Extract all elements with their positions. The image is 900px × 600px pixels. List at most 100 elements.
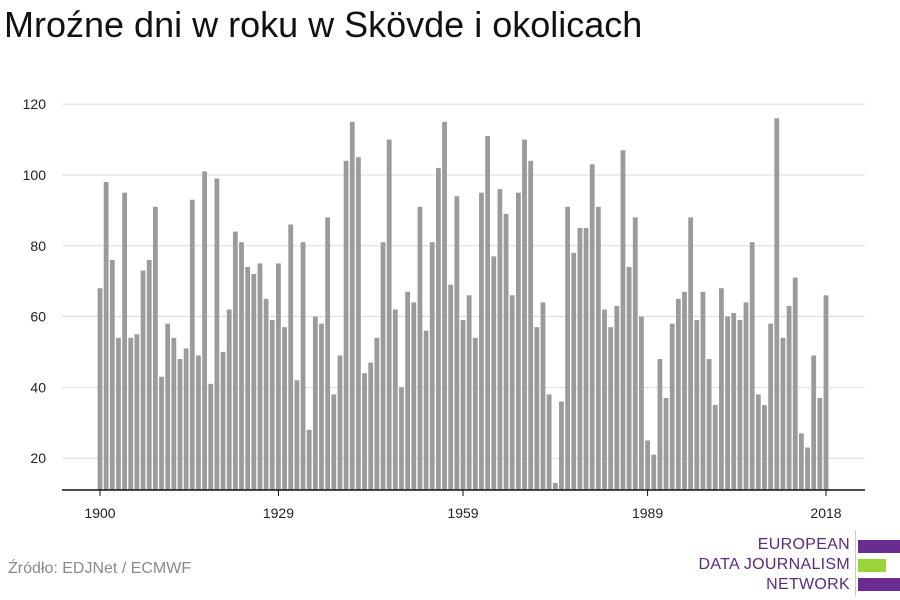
bar-1935 <box>312 316 318 490</box>
bar-1920 <box>220 351 226 490</box>
bar-1980 <box>589 164 595 490</box>
bar-1925 <box>251 274 257 490</box>
x-tick-label-1989: 1989 <box>632 505 663 520</box>
bar-1923 <box>239 242 244 490</box>
bar-1974 <box>552 482 558 490</box>
bar-1914 <box>183 348 189 490</box>
y-tick-label-120: 120 <box>23 96 47 112</box>
logo-text-line-2: DATA JOURNALISM <box>698 556 850 573</box>
logo-divider <box>855 530 856 596</box>
bar-1960 <box>466 295 472 490</box>
y-tick-label-100: 100 <box>23 167 47 183</box>
bar-1917 <box>202 171 207 490</box>
bar-1971 <box>534 327 540 490</box>
y-tick-label-60: 60 <box>30 309 46 325</box>
bar-1944 <box>368 362 374 490</box>
bar-1904 <box>122 192 128 491</box>
bar-1990 <box>651 454 657 490</box>
bar-1994 <box>675 298 681 490</box>
bar-2017 <box>817 397 823 490</box>
bar-1906 <box>134 334 140 490</box>
bar-1936 <box>319 323 324 490</box>
edjnet-logo: EUROPEAN DATA JOURNALISM NETWORK <box>698 528 900 600</box>
bar-1911 <box>165 323 171 490</box>
bar-2014 <box>798 433 804 490</box>
bar-1986 <box>626 266 632 490</box>
bar-1984 <box>614 305 620 490</box>
bar-2005 <box>743 302 749 490</box>
bar-1988 <box>639 316 644 490</box>
bar-1932 <box>294 380 300 490</box>
bar-1910 <box>159 376 164 490</box>
bar-1972 <box>540 302 546 490</box>
bar-1999 <box>706 359 712 490</box>
bar-1961 <box>472 337 478 490</box>
bar-1953 <box>423 330 429 490</box>
bar-1997 <box>694 320 700 490</box>
bar-1949 <box>399 387 404 490</box>
bar-1938 <box>331 394 337 490</box>
bar-2003 <box>731 313 737 490</box>
bar-1947 <box>386 139 392 490</box>
bar-1907 <box>140 270 146 490</box>
bar-2010 <box>774 118 780 491</box>
bar-1929 <box>276 263 281 490</box>
bar-2004 <box>737 320 743 490</box>
bar-2006 <box>749 242 755 490</box>
bar-1951 <box>411 302 417 490</box>
axes: 20 40 60 80 100 120 1900 1929 1959 1989 2018 <box>23 96 865 520</box>
logo-bar-purple-top <box>858 540 900 553</box>
bar-1973 <box>546 394 552 490</box>
bar-1928 <box>269 320 275 490</box>
bar-1989 <box>645 440 650 490</box>
logo-bar-green <box>858 559 886 572</box>
bar-1948 <box>392 309 398 490</box>
bar-1908 <box>146 259 152 490</box>
bar-1926 <box>257 263 263 490</box>
bar-1946 <box>380 242 386 490</box>
bar-1922 <box>232 231 238 490</box>
bar-1955 <box>435 167 441 490</box>
bar-1933 <box>300 242 306 490</box>
bar-1905 <box>128 337 134 490</box>
bar-1900 <box>97 288 103 490</box>
bar-1927 <box>263 298 269 490</box>
bar-1950 <box>405 291 411 490</box>
y-tick-label-40: 40 <box>30 379 46 395</box>
x-tick-label-2018: 2018 <box>810 505 841 520</box>
bar-2008 <box>762 405 767 490</box>
bar-2000 <box>712 405 718 490</box>
bar-1956 <box>442 121 447 491</box>
bar-1963 <box>485 136 491 490</box>
chart-title: Mroźne dni w roku w Skövde i okolicach <box>4 4 643 45</box>
bar-1945 <box>374 337 380 490</box>
bar-1970 <box>528 160 534 491</box>
bar-1977 <box>571 252 577 490</box>
bar-1976 <box>565 206 570 491</box>
bar-1958 <box>454 196 460 490</box>
logo-bar-purple-bottom <box>858 578 900 591</box>
bar-1991 <box>657 359 663 490</box>
bar-1909 <box>152 206 158 491</box>
bar-1921 <box>226 309 232 490</box>
bar-1985 <box>620 150 626 490</box>
bar-chart: 20 40 60 80 100 120 1900 1929 1959 1989 2018 <box>23 96 865 520</box>
bar-1996 <box>688 217 694 490</box>
bar-1939 <box>337 355 343 490</box>
bar-1924 <box>245 266 251 490</box>
bar-1943 <box>362 373 367 490</box>
y-tick-label-80: 80 <box>30 238 46 254</box>
bar-1975 <box>559 401 564 490</box>
bar-1954 <box>429 242 435 490</box>
bar-1912 <box>171 337 177 490</box>
bar-2016 <box>811 355 817 490</box>
bar-1978 <box>577 228 583 490</box>
bar-1998 <box>700 291 706 490</box>
bar-1915 <box>189 199 195 491</box>
bar-1982 <box>602 309 607 490</box>
bar-1995 <box>682 291 687 490</box>
bar-1969 <box>522 139 527 490</box>
logo-text-line-3: NETWORK <box>766 576 850 593</box>
bar-1967 <box>509 295 515 490</box>
bar-1979 <box>583 228 589 490</box>
